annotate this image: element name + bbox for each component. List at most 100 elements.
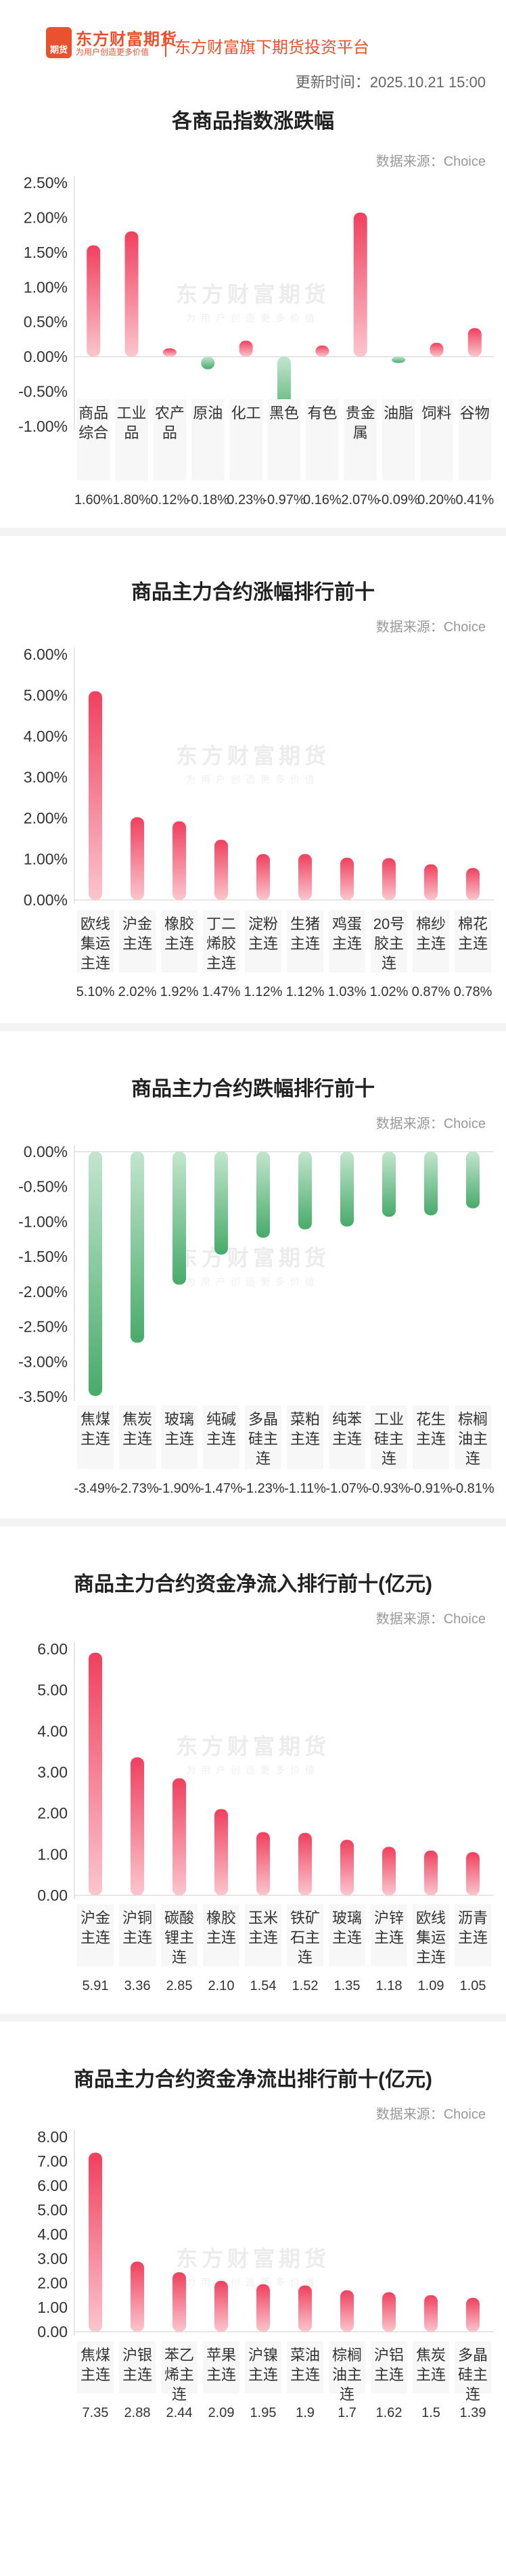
category-label: 主连 (332, 935, 362, 952)
bar (256, 854, 270, 900)
brand-logo-icon: 期货 (46, 27, 72, 58)
category-label: 主连 (416, 2366, 446, 2383)
category-label-bg (161, 1405, 198, 1469)
category-label: 农产 (155, 405, 185, 422)
y-tick-label: 2.00 (37, 1805, 68, 1822)
y-tick-label: -0.50% (18, 1178, 68, 1196)
category-label: 主连 (80, 1430, 110, 1447)
chart-section-net-outflow: 商品主力合约资金净流出排行前十(亿元) 数据来源：Choice 东方财富期货 为用… (0, 2022, 506, 2576)
y-tick-label: 0.00% (24, 1143, 68, 1160)
bar (424, 1850, 438, 1895)
category-label: 橡胶 (164, 916, 194, 932)
value-label: 2.85 (166, 1979, 193, 1993)
category-label-bg (77, 2341, 114, 2393)
bar (131, 1757, 144, 1895)
chart-title: 商品主力合约涨幅排行前十 (131, 581, 375, 604)
category-label: 焦煤 (80, 1411, 110, 1428)
bar (162, 348, 177, 357)
update-time: 更新时间：2025.10.21 15:00 (295, 74, 486, 91)
section-divider (0, 528, 506, 536)
y-tick-label: 4.00 (37, 2225, 68, 2243)
category-label: 主连 (290, 935, 320, 952)
bar (430, 342, 444, 357)
category-label: 主连 (80, 1929, 110, 1946)
category-label: 碳酸 (164, 1910, 194, 1926)
category-label-bg (287, 910, 323, 972)
bar (298, 2285, 312, 2332)
category-label: 主连 (374, 2366, 404, 2383)
category-label: 谷物 (460, 405, 490, 422)
category-label: 棉花 (458, 916, 488, 932)
category-label: 玉米 (248, 1910, 278, 1926)
value-label: -0.81% (451, 1481, 495, 1496)
chart-section-top-losers: 商品主力合约跌幅排行前十 数据来源：Choice 东方财富期货 为用户创造更多价值… (0, 1031, 506, 1518)
value-label: 0.23% (227, 493, 265, 507)
value-label: 1.18 (376, 1979, 402, 1993)
y-tick-label: 7.00 (37, 2152, 68, 2170)
category-label-bg (119, 1405, 156, 1469)
value-label: 0.12% (151, 493, 189, 507)
category-label-bg (203, 1405, 239, 1469)
category-label: 生猪 (290, 916, 320, 932)
section-divider (0, 2014, 506, 2022)
value-label: 1.52 (292, 1979, 319, 1993)
value-label: 1.7 (338, 2405, 356, 2420)
bar (340, 1840, 354, 1895)
y-tick-label: 2.00% (24, 809, 68, 827)
category-label: 品 (124, 424, 139, 441)
value-label: 1.92% (160, 985, 199, 999)
value-label: 2.10 (208, 1979, 235, 1993)
category-label: 主连 (290, 2366, 320, 2383)
category-label-bg (77, 399, 110, 480)
y-tick-label: 2.00% (24, 208, 68, 226)
category-label: 玻璃 (332, 1910, 362, 1926)
chart-section-net-inflow: 商品主力合约资金净流入排行前十(亿元) 数据来源：Choice 东方财富期货 为用… (0, 1527, 506, 2014)
value-label: 3.36 (124, 1979, 151, 1993)
category-label-bg (287, 2341, 323, 2393)
category-label-bg (344, 399, 377, 480)
bar (89, 691, 102, 900)
bar (89, 2152, 102, 2332)
category-label: 沥青 (458, 1910, 488, 1926)
category-label: 沪金 (80, 1910, 110, 1926)
category-label: 连 (382, 1450, 396, 1467)
value-label: -1.11% (284, 1481, 326, 1496)
y-tick-label: 3.00 (37, 2250, 68, 2267)
category-label: 胶主 (374, 935, 404, 952)
category-label-bg (413, 1405, 449, 1469)
value-label: 1.62 (376, 2405, 402, 2420)
bar (256, 1152, 270, 1238)
category-label: 主连 (80, 955, 110, 972)
y-tick-label: 2.00 (37, 2274, 68, 2292)
bar (353, 212, 367, 357)
category-label: 黑色 (269, 405, 299, 422)
category-label: 棉纱 (416, 916, 446, 932)
category-label-bg (115, 399, 148, 480)
value-label: -0.93% (367, 1481, 411, 1496)
category-label: 主连 (206, 1430, 236, 1447)
category-label-bg (329, 910, 365, 972)
category-label-bg (455, 910, 491, 972)
category-label-bg (161, 1904, 198, 1966)
category-label-bg (329, 1405, 365, 1469)
category-label: 主连 (206, 1929, 236, 1946)
category-label: 欧线 (80, 916, 110, 932)
brand-name: 东方财富期货 (76, 30, 177, 49)
category-label: 棕榈 (458, 1411, 488, 1428)
category-label: 烯胶 (206, 935, 236, 952)
value-label: 1.39 (460, 2405, 486, 2420)
bar (172, 821, 186, 900)
category-label: 主连 (458, 935, 488, 952)
bar (239, 340, 253, 357)
y-tick-label: 0.50% (24, 313, 68, 331)
category-label: 沪银 (122, 2347, 152, 2364)
bar (89, 1152, 102, 1396)
page-header: 期货 东方财富期货 为用户创造更多价值 东方财富旗下期货投资平台 更新时间：20… (0, 0, 506, 95)
value-label: -1.47% (200, 1481, 243, 1496)
category-label-bg (77, 1904, 114, 1966)
y-tick-label: 1.00 (37, 1845, 68, 1863)
category-label: 菜粕 (290, 1411, 320, 1428)
y-tick-label: 8.00 (37, 2128, 68, 2146)
bar (382, 858, 396, 900)
category-label: 玻璃 (164, 1411, 194, 1428)
